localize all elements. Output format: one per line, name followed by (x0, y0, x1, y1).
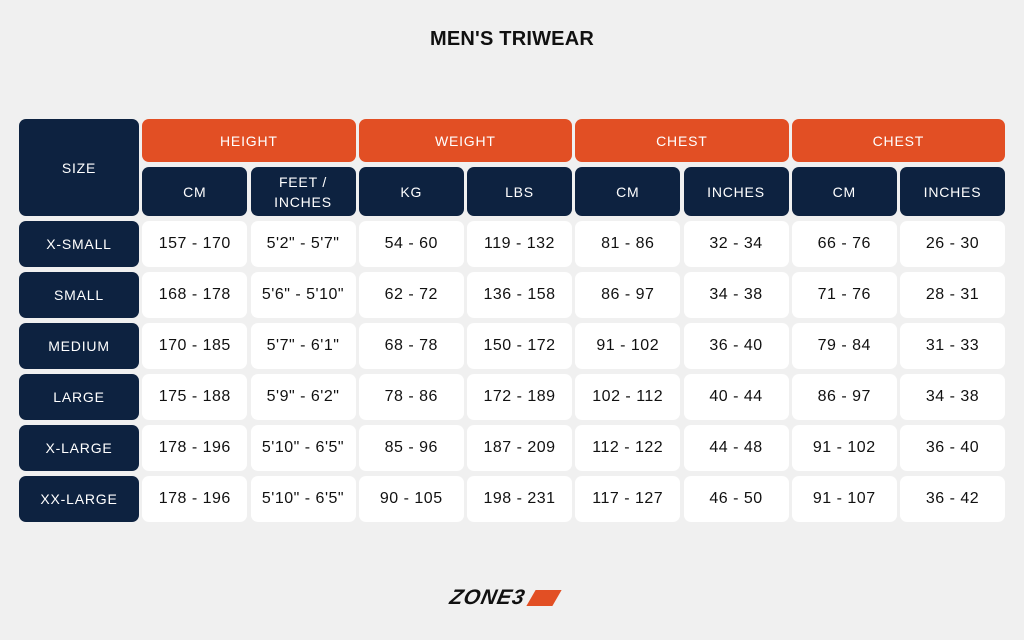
size-label: X-SMALL (19, 221, 139, 267)
table-cell: 112 - 122 (575, 425, 681, 471)
table-cell: 68 - 78 (358, 323, 464, 369)
column-header: INCHES (900, 167, 1005, 216)
table-cell: 198 - 231 (467, 476, 572, 522)
table-cell: 178 - 196 (142, 476, 248, 522)
table-cell: 91 - 102 (575, 323, 681, 369)
page-title: MEN'S TRIWEAR (429, 28, 595, 50)
table-cell: 117 - 127 (575, 476, 681, 522)
table-cell: 62 - 72 (358, 272, 464, 318)
column-header: INCHES (683, 167, 789, 216)
table-cell: 44 - 48 (683, 425, 789, 471)
table-cell: 5'10" - 6'5" (250, 425, 356, 471)
table-cell: 150 - 172 (467, 323, 572, 369)
table-cell: 32 - 34 (683, 221, 789, 267)
table-cell: 46 - 50 (683, 476, 789, 522)
column-header: CM (575, 167, 681, 216)
size-chart-table: SIZE HEIGHT WEIGHT CHEST CHEST CM FEET / INCH… (19, 119, 1005, 522)
table-cell: 81 - 86 (575, 221, 681, 267)
table-cell: 119 - 132 (467, 221, 572, 267)
table-cell: 91 - 107 (791, 476, 897, 522)
table-cell: 5'10" - 6'5" (250, 476, 356, 522)
logo-text: ZONE3 (447, 586, 528, 609)
table-cell: 66 - 76 (791, 221, 897, 267)
table-cell: 91 - 102 (791, 425, 897, 471)
table-cell: 36 - 40 (900, 425, 1005, 471)
size-label: LARGE (19, 374, 139, 420)
table-cell: 34 - 38 (683, 272, 789, 318)
table-cell: 36 - 40 (683, 323, 789, 369)
table-cell: 28 - 31 (900, 272, 1005, 318)
column-header: KG (358, 167, 464, 216)
group-header: CHEST (791, 119, 1005, 162)
group-header: WEIGHT (358, 119, 572, 162)
table-cell: 86 - 97 (791, 374, 897, 420)
table-cell: 26 - 30 (900, 221, 1005, 267)
size-label: SMALL (19, 272, 139, 318)
table-cell: 172 - 189 (467, 374, 572, 420)
table-cell: 71 - 76 (791, 272, 897, 318)
table-cell: 34 - 38 (900, 374, 1005, 420)
table-cell: 86 - 97 (575, 272, 681, 318)
table-cell: 85 - 96 (358, 425, 464, 471)
table-cell: 170 - 185 (142, 323, 248, 369)
table-cell: 168 - 178 (142, 272, 248, 318)
table-cell: 54 - 60 (358, 221, 464, 267)
zone3-logo: ZONE3 (447, 586, 562, 610)
table-cell: 36 - 42 (900, 476, 1005, 522)
table-cell: 5'9" - 6'2" (250, 374, 356, 420)
table-cell: 178 - 196 (142, 425, 248, 471)
size-header: SIZE (19, 119, 139, 216)
table-cell: 102 - 112 (575, 374, 681, 420)
table-cell: 5'2" - 5'7" (250, 221, 356, 267)
table-cell: 175 - 188 (142, 374, 248, 420)
column-header: CM (791, 167, 897, 216)
table-cell: 157 - 170 (142, 221, 248, 267)
column-header: CM (142, 167, 248, 216)
group-header: HEIGHT (142, 119, 356, 162)
table-cell: 78 - 86 (358, 374, 464, 420)
column-header: FEET / INCHES (250, 167, 356, 216)
table-cell: 5'7" - 6'1" (250, 323, 356, 369)
group-header: CHEST (575, 119, 789, 162)
size-label: X-LARGE (19, 425, 139, 471)
table-cell: 31 - 33 (900, 323, 1005, 369)
column-header: LBS (467, 167, 572, 216)
table-cell: 5'6" - 5'10" (250, 272, 356, 318)
table-cell: 90 - 105 (358, 476, 464, 522)
table-cell: 79 - 84 (791, 323, 897, 369)
table-cell: 187 - 209 (467, 425, 572, 471)
table-cell: 40 - 44 (683, 374, 789, 420)
table-cell: 136 - 158 (467, 272, 572, 318)
size-label: XX-LARGE (19, 476, 139, 522)
logo-mark-icon (526, 590, 562, 606)
size-label: MEDIUM (19, 323, 139, 369)
